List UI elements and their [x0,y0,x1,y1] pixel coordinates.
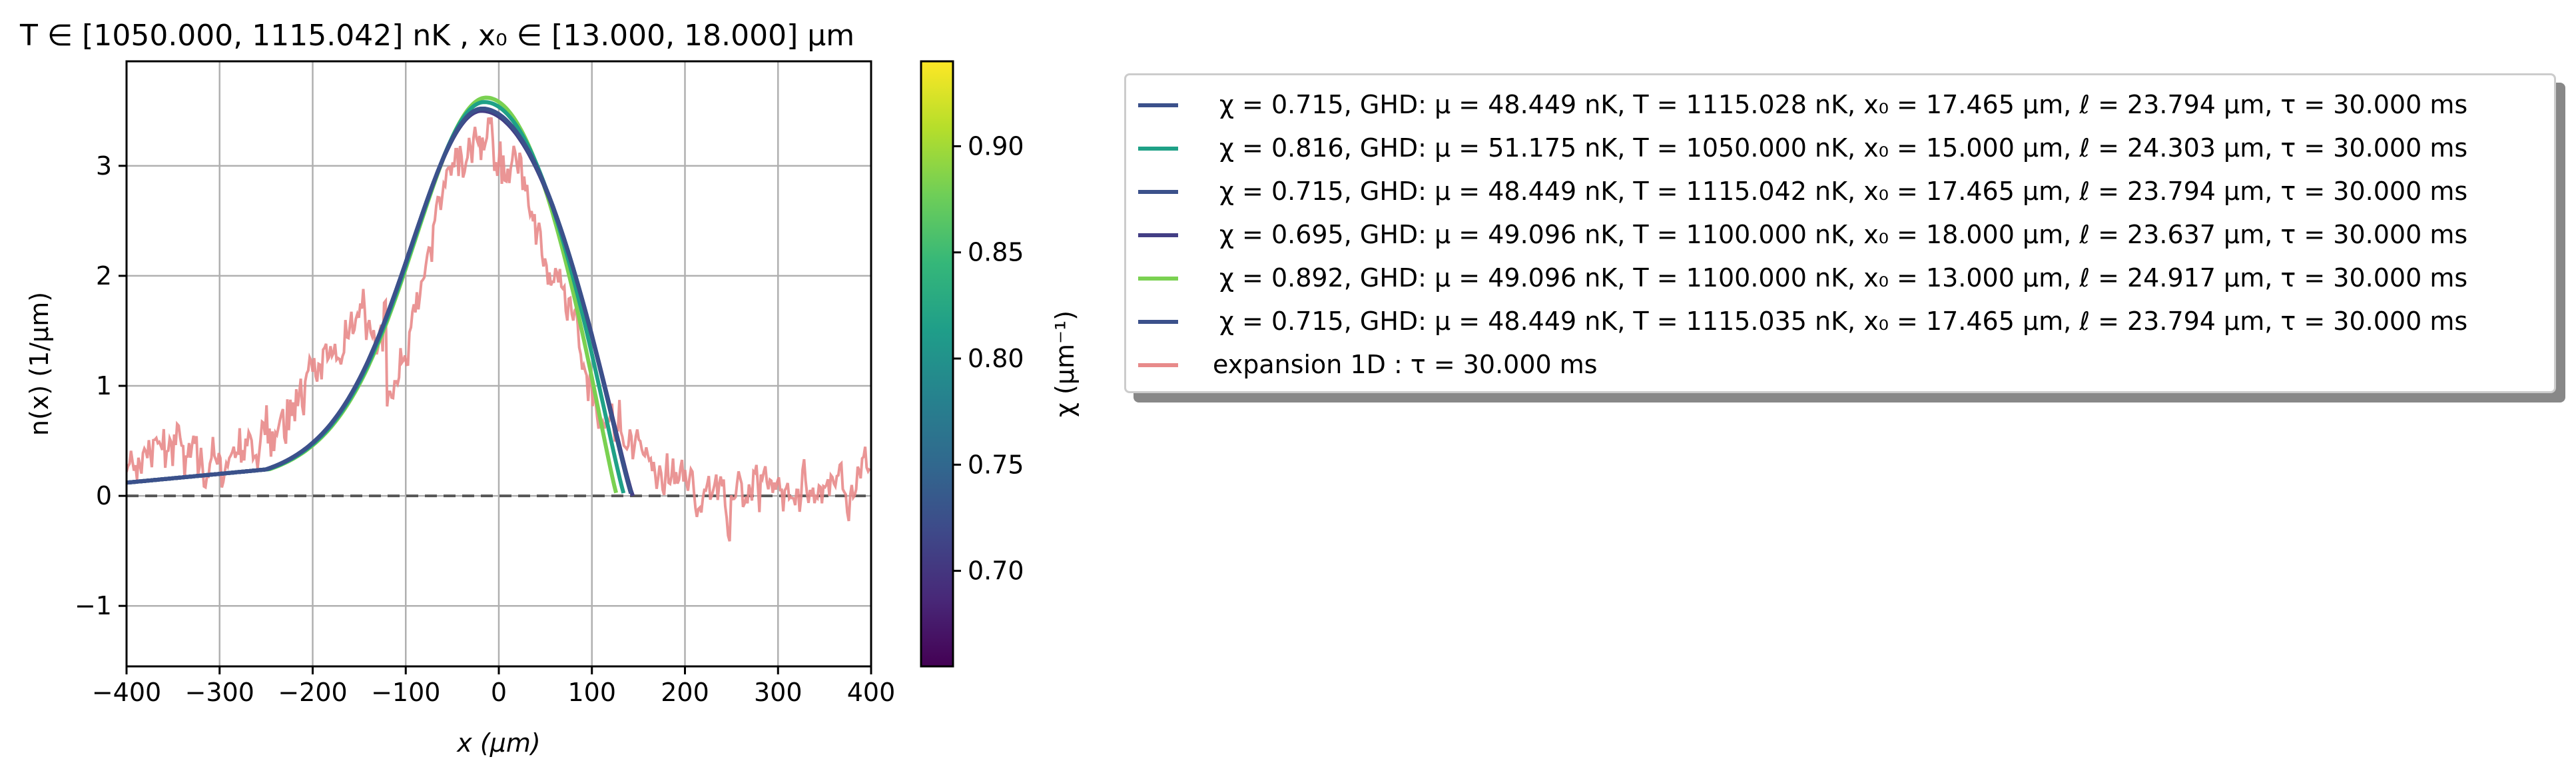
legend-swatch [1138,147,1178,151]
colorbar-tick-label: 0.85 [968,238,1024,267]
colorbar-tick-label: 0.70 [968,556,1024,586]
legend-label: χ = 0.816, GHD: μ = 51.175 nK, T = 1050.… [1219,133,2468,163]
colorbar-tick-label: 0.90 [968,131,1024,161]
legend-swatch [1138,233,1178,237]
legend-label: expansion 1D : τ = 30.000 ms [1213,350,1598,379]
colorbar-tick-label: 0.80 [968,344,1024,373]
y-axis-label: n(x) (1/μm) [25,292,54,436]
legend-label: χ = 0.715, GHD: μ = 48.449 nK, T = 1115.… [1219,177,2468,206]
x-tick-label: −400 [92,678,161,707]
legend-entry: χ = 0.695, GHD: μ = 49.096 nK, T = 1100.… [1126,213,2551,257]
legend-entry: χ = 0.892, GHD: μ = 49.096 nK, T = 1100.… [1126,257,2551,301]
plot-area: −400 −300 −200 −100 0 100 200 300 400 −1 0 1 2 3 x (μm… [25,60,896,758]
x-tick-label: 0 [491,678,507,707]
colorbar: 0.70 0.75 0.80 0.85 0.90 χ (μm⁻¹) [920,60,1080,668]
x-tick-label: 400 [847,678,896,707]
legend-entry: χ = 0.816, GHD: μ = 51.175 nK, T = 1050.… [1126,127,2551,171]
x-tick-label: −100 [371,678,440,707]
legend-label: χ = 0.715, GHD: μ = 48.449 nK, T = 1115.… [1219,90,2468,119]
legend-entry: expansion 1D : τ = 30.000 ms [1126,343,2551,387]
y-tick-label: 2 [96,261,112,291]
legend: χ = 0.715, GHD: μ = 48.449 nK, T = 1115.… [1124,73,2556,393]
legend-swatch [1138,190,1178,194]
x-tick-label: −300 [185,678,254,707]
legend-label: χ = 0.695, GHD: μ = 49.096 nK, T = 1100.… [1219,220,2468,249]
x-tick-label: 200 [661,678,709,707]
series-ghd-4 [127,95,619,494]
y-tick-label: 0 [96,481,112,510]
legend-entry: χ = 0.715, GHD: μ = 48.449 nK, T = 1115.… [1126,170,2551,214]
legend-entry: χ = 0.715, GHD: μ = 48.449 nK, T = 1115.… [1126,83,2551,127]
x-tick-label: −200 [278,678,347,707]
colorbar-tick-label: 0.75 [968,450,1024,479]
colorbar-label: χ (μm⁻¹) [1050,311,1080,417]
x-axis-label: x (μm) [456,728,540,758]
legend-entry: χ = 0.715, GHD: μ = 48.449 nK, T = 1115.… [1126,300,2551,344]
legend-swatch [1138,277,1178,281]
y-tick-label: −1 [75,591,112,620]
colorbar-bar [920,60,954,668]
y-tick-label: 1 [96,371,112,400]
legend-swatch [1138,103,1178,107]
legend-label: χ = 0.715, GHD: μ = 48.449 nK, T = 1115.… [1219,307,2468,336]
x-tick-label: 300 [754,678,803,707]
legend-swatch [1138,320,1178,324]
series-expansion-1d [127,117,871,542]
x-tick-label: 100 [567,678,616,707]
legend-swatch [1138,363,1178,367]
series-ghd-5 [127,106,633,494]
y-tick-label: 3 [96,151,112,181]
series-ghd-3 [127,109,635,497]
chart-title: T ∈ [1050.000, 1115.042] nK , x₀ ∈ [13.0… [19,19,854,53]
series-ghd-1 [127,100,626,494]
legend-label: χ = 0.892, GHD: μ = 49.096 nK, T = 1100.… [1219,263,2468,293]
